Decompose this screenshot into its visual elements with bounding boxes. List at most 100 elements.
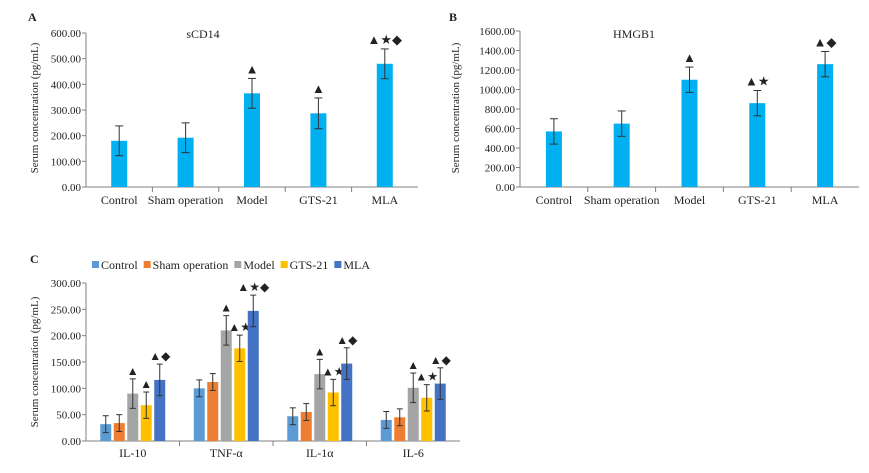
chart-b-bar bbox=[545, 131, 562, 187]
chart-c-bar bbox=[407, 387, 419, 441]
chart-c-legend-swatch bbox=[92, 261, 99, 268]
chart-c-bar bbox=[127, 393, 139, 441]
chart-c-category-label: TNF-α bbox=[210, 446, 244, 460]
chart-c-significance-marker: ▲ bbox=[314, 344, 326, 358]
chart-a-y-tick-label: 0.00 bbox=[62, 182, 82, 194]
chart-c-bar bbox=[113, 423, 125, 441]
chart-c-y-tick-label: 150.00 bbox=[51, 357, 82, 369]
chart-c-legend-swatch bbox=[234, 261, 242, 268]
panel-c: C Serum concentration (pg/mL) Control Sha… bbox=[29, 252, 460, 460]
chart-c-significance-marker: ▲◆ bbox=[336, 333, 358, 347]
chart-c-legend-label: GTS-21 bbox=[290, 258, 329, 272]
chart-c-category-label: IL-1α bbox=[306, 446, 334, 460]
chart-b-y-tick-label: 1400.00 bbox=[479, 46, 515, 58]
chart-c-bar bbox=[380, 419, 392, 441]
chart-b-bar bbox=[613, 123, 630, 187]
chart-a-y-tick-label: 600.00 bbox=[51, 28, 82, 40]
chart-b-significance-marker: ▲★ bbox=[745, 73, 770, 88]
chart-a-y-tick-label: 300.00 bbox=[51, 105, 82, 117]
chart-c-legend: Control Sham operation Model GTS-21 MLA bbox=[92, 258, 370, 272]
chart-c-y-tick-label: 0.00 bbox=[62, 436, 82, 448]
chart-c-legend-swatch bbox=[280, 261, 288, 268]
chart-c-bar bbox=[327, 392, 339, 441]
chart-a-bar bbox=[244, 93, 260, 187]
chart-c-bar bbox=[154, 379, 166, 441]
chart-b-category-label: Model bbox=[674, 193, 706, 207]
chart-c-bar bbox=[394, 417, 406, 441]
chart-b-title: HMGB1 bbox=[613, 27, 655, 41]
chart-c-legend-label: Model bbox=[243, 258, 275, 272]
chart-c-significance-marker: ▲◆ bbox=[430, 353, 452, 367]
chart-c-significance-marker: ▲★◆ bbox=[237, 280, 270, 294]
chart-b-y-tick-label: 600.00 bbox=[485, 124, 516, 136]
chart-b-bar bbox=[749, 103, 766, 187]
chart-a-category-label: MLA bbox=[371, 193, 398, 207]
chart-c-legend-label: Sham operation bbox=[153, 258, 229, 272]
chart-c-significance-marker: ▲ bbox=[220, 301, 232, 315]
chart-a-title: sCD14 bbox=[186, 27, 219, 41]
chart-b-y-tick-label: 800.00 bbox=[485, 104, 516, 116]
chart-b-category-label: MLA bbox=[812, 193, 839, 207]
panel-label-c: C bbox=[30, 252, 39, 266]
chart-a-bar bbox=[310, 113, 327, 187]
chart-b-plot: 0.00 200.00 400.00 600.00 800.00 1000.00 1200.… bbox=[479, 26, 859, 207]
chart-c-legend-label: MLA bbox=[343, 258, 370, 272]
chart-c-bar bbox=[193, 388, 205, 441]
chart-a-significance-marker: ▲ bbox=[312, 81, 325, 96]
chart-c-significance-marker: ▲★ bbox=[228, 320, 251, 334]
chart-c-bar bbox=[247, 310, 259, 441]
chart-c-bar bbox=[287, 416, 299, 441]
chart-c-y-tick-label: 300.00 bbox=[51, 278, 82, 290]
chart-b-y-tick-label: 200.00 bbox=[485, 163, 516, 175]
chart-c-significance-marker: ▲ bbox=[407, 358, 419, 372]
chart-b-y-tick-label: 400.00 bbox=[485, 143, 516, 155]
panel-b: B HMGB1 Serum concentration (pg/mL) 0.00… bbox=[449, 10, 859, 207]
chart-b-y-tick-label: 0.00 bbox=[496, 182, 516, 194]
chart-a-y-tick-label: 100.00 bbox=[51, 156, 82, 168]
chart-b-category-label: Sham operation bbox=[584, 193, 660, 207]
chart-c-significance-marker: ▲ bbox=[140, 377, 152, 391]
chart-a-significance-marker: ▲ bbox=[246, 61, 259, 76]
chart-c-ylabel: Serum concentration (pg/mL) bbox=[29, 296, 41, 427]
chart-a-ylabel: Serum concentration (pg/mL) bbox=[29, 42, 41, 173]
chart-c-bar bbox=[207, 382, 219, 441]
chart-c-legend-swatch bbox=[143, 261, 151, 268]
chart-c-significance-marker: ▲★ bbox=[322, 364, 345, 378]
chart-c-y-tick-label: 50.00 bbox=[56, 410, 81, 422]
chart-c-legend-label: Control bbox=[101, 258, 138, 272]
chart-a-bar bbox=[177, 137, 194, 187]
chart-a-category-label: Model bbox=[236, 193, 268, 207]
chart-b-category-label: GTS-21 bbox=[738, 193, 777, 207]
chart-c-significance-marker: ▲ bbox=[127, 364, 139, 378]
chart-b-significance-marker: ▲◆ bbox=[814, 34, 837, 49]
panel-a: A sCD14 Serum concentration (pg/mL) 0.00… bbox=[28, 10, 418, 207]
chart-a-category-label: Control bbox=[101, 193, 138, 207]
chart-c-bar bbox=[234, 348, 246, 441]
chart-c-significance-marker: ▲◆ bbox=[149, 349, 171, 363]
chart-b-significance-marker: ▲ bbox=[683, 50, 696, 65]
chart-c-significance-marker: ▲★ bbox=[415, 370, 438, 384]
chart-a-y-tick-label: 500.00 bbox=[51, 54, 82, 66]
chart-a-significance-marker: ▲★◆ bbox=[368, 32, 403, 47]
chart-c-y-tick-label: 200.00 bbox=[51, 331, 82, 343]
chart-c-bar bbox=[421, 397, 433, 441]
chart-a-bar bbox=[376, 63, 393, 187]
chart-b-bar bbox=[817, 64, 834, 187]
chart-c-bar bbox=[314, 374, 326, 441]
chart-c-bar bbox=[341, 363, 353, 441]
chart-c-plot: 0.00 50.00 100.00 150.00 200.00 250.00 300.00 ▲… bbox=[51, 278, 460, 460]
chart-b-y-tick-label: 1200.00 bbox=[479, 65, 515, 77]
chart-b-category-label: Control bbox=[536, 193, 573, 207]
chart-c-y-tick-label: 100.00 bbox=[51, 383, 82, 395]
chart-a-plot: 0.00 100.00 200.00 300.00 400.00 500.00 600.00… bbox=[51, 28, 418, 207]
chart-b-y-tick-label: 1600.00 bbox=[479, 26, 515, 38]
chart-c-category-label: IL-6 bbox=[403, 446, 424, 460]
chart-c-bar bbox=[300, 412, 312, 441]
chart-a-y-tick-label: 400.00 bbox=[51, 79, 82, 91]
chart-a-category-label: Sham operation bbox=[148, 193, 224, 207]
chart-b-ylabel: Serum concentration (pg/mL) bbox=[450, 42, 462, 173]
chart-c-bar bbox=[220, 330, 232, 441]
chart-a-category-label: GTS-21 bbox=[299, 193, 338, 207]
chart-c-bar bbox=[434, 383, 446, 441]
